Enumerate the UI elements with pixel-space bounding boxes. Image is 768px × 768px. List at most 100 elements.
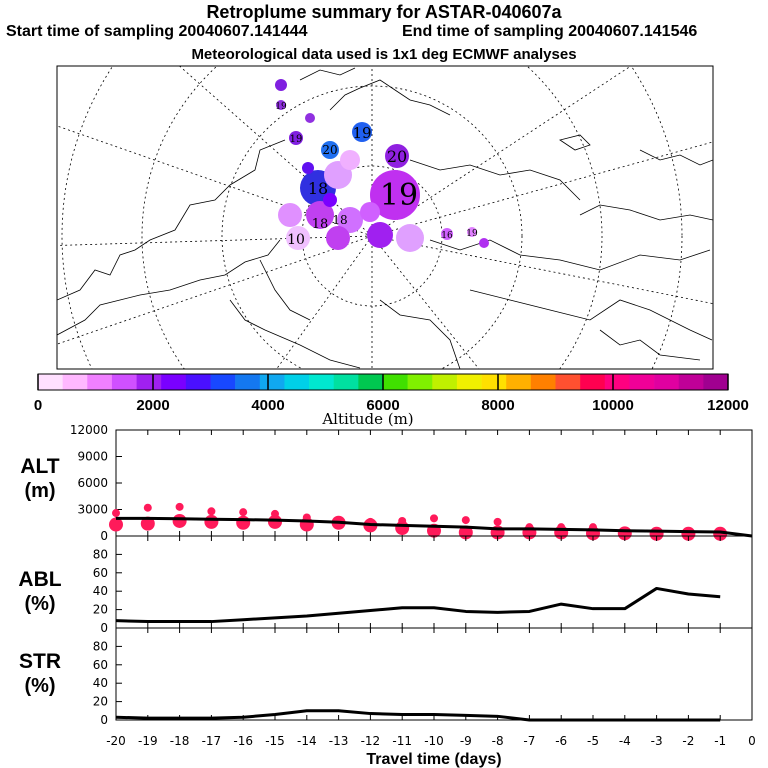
plume-dot	[275, 79, 287, 91]
altitude-dot	[430, 514, 438, 523]
y-axis-unit: (%)	[24, 675, 55, 697]
plume-dot	[302, 162, 314, 174]
colorbar-swatch	[87, 374, 113, 390]
altitude-dot	[175, 502, 184, 511]
plume-dot	[367, 222, 393, 248]
x-axis-label: Travel time (days)	[366, 751, 501, 768]
plume-dot	[396, 224, 424, 252]
plume-dot	[276, 100, 286, 110]
y-tick-label: 80	[93, 639, 108, 653]
x-tick-label: -17	[202, 734, 222, 748]
colorbar-swatch	[185, 374, 211, 390]
colorbar-swatch	[555, 374, 581, 390]
colorbar-swatch	[259, 374, 285, 390]
plume-dot	[323, 193, 337, 207]
plume-labels: 19 20 19 20 18 19 10 18 19 18 19 16	[275, 102, 478, 248]
altitude-dot	[143, 503, 152, 512]
colorbar-tick-label: 12000	[707, 397, 749, 414]
colorbar-swatch	[235, 374, 261, 390]
colorbar-swatch	[358, 374, 384, 390]
colorbar-tick-labels: 0 2000 4000 6000 8000 10000 12000	[34, 397, 749, 414]
panel-abl: 80 60 40 20 0 ABL(%)	[18, 535, 753, 635]
time-series-panels: 120009000600030000ALT(m)806040200ABL(%)8…	[18, 423, 755, 768]
colorbar-tick-label: 8000	[481, 397, 514, 414]
colorbar-tick-label: 0	[34, 397, 42, 414]
series-line	[115, 586, 721, 624]
y-axis-unit: (m)	[24, 480, 55, 502]
plume-dot	[306, 201, 334, 229]
x-tick-label: -19	[138, 734, 158, 748]
plume-label: 16	[441, 231, 453, 241]
plume-label: 18	[312, 217, 329, 232]
y-axis-label: ABL	[18, 568, 61, 591]
altitude-dot	[461, 516, 470, 525]
x-tick-label: -18	[170, 734, 190, 748]
y-tick-label: 6000	[77, 476, 108, 490]
plume-markers	[275, 79, 489, 252]
x-tick-label: -8	[492, 734, 504, 748]
colorbar-swatch	[136, 374, 162, 390]
colorbar-swatch	[62, 374, 88, 390]
y-tick-label: 40	[93, 584, 108, 598]
colorbar-swatch	[456, 374, 482, 390]
plume-dot	[441, 228, 453, 240]
panel-frame	[115, 535, 753, 629]
plume-dot	[289, 131, 303, 145]
altitude-dot	[268, 514, 282, 529]
altitude-dot	[713, 526, 728, 541]
plume-label: 20	[387, 147, 407, 166]
altitude-dot	[493, 517, 502, 526]
x-tick-label: -12	[361, 734, 381, 748]
colorbar-swatch	[407, 374, 433, 390]
colorbar-swatch	[481, 374, 507, 390]
plume-dot	[467, 227, 477, 237]
altitude-dot	[109, 517, 123, 532]
colorbar-swatch	[38, 374, 63, 390]
map-panel: 19 20 19 20 18 19 10 18 19 18 19 16	[56, 65, 714, 370]
plume-label: 19	[290, 134, 303, 145]
x-tick-label: -20	[106, 734, 126, 748]
plume-label: 19	[380, 178, 418, 213]
y-tick-label: 0	[100, 713, 108, 727]
met-data-label: Meteorological data used is 1x1 deg ECMW…	[191, 46, 577, 63]
colorbar-swatch	[284, 374, 310, 390]
series-line	[115, 709, 721, 722]
y-tick-label: 0	[100, 529, 108, 543]
x-tick-label: -1	[714, 734, 726, 748]
x-tick-label: -16	[233, 734, 253, 748]
colorbar-swatch	[506, 374, 532, 390]
x-tick-label: -10	[424, 734, 444, 748]
colorbar-swatch	[161, 374, 187, 390]
x-tick-label: -5	[587, 734, 599, 748]
colorbar-tick-label: 6000	[366, 397, 399, 414]
plume-dot	[479, 238, 489, 248]
altitude-colorbar	[37, 373, 729, 391]
plume-dot	[326, 226, 350, 250]
y-axis-unit: (%)	[24, 593, 55, 615]
x-tick-label: -6	[555, 734, 567, 748]
altitude-dot	[239, 508, 248, 517]
panel-alt: 12000 9000 6000 3000 0 ALT(m)	[20, 423, 753, 543]
plume-dot	[340, 150, 360, 170]
start-time-label: Start time of sampling 20040607.141444	[6, 23, 308, 40]
altitude-dot	[172, 513, 187, 528]
y-axis-label: ALT	[20, 455, 59, 478]
colorbar-title: Altitude (m)	[321, 410, 413, 428]
colorbar-swatch	[604, 374, 630, 390]
altitude-dot	[112, 509, 120, 518]
plume-dot	[305, 113, 315, 123]
y-tick-label: 12000	[70, 423, 108, 437]
x-tick-label: -14	[297, 734, 317, 748]
colorbar-swatch	[629, 374, 655, 390]
plume-dot	[360, 202, 380, 222]
plume-dot	[321, 141, 339, 159]
panel-frame	[115, 627, 753, 721]
colorbar-swatch	[654, 374, 680, 390]
plume-dot	[337, 207, 363, 233]
colorbar-swatch	[309, 374, 335, 390]
plume-label: 18	[332, 213, 347, 227]
x-tick-label: 0	[748, 734, 756, 748]
altitude-dot	[140, 516, 155, 531]
